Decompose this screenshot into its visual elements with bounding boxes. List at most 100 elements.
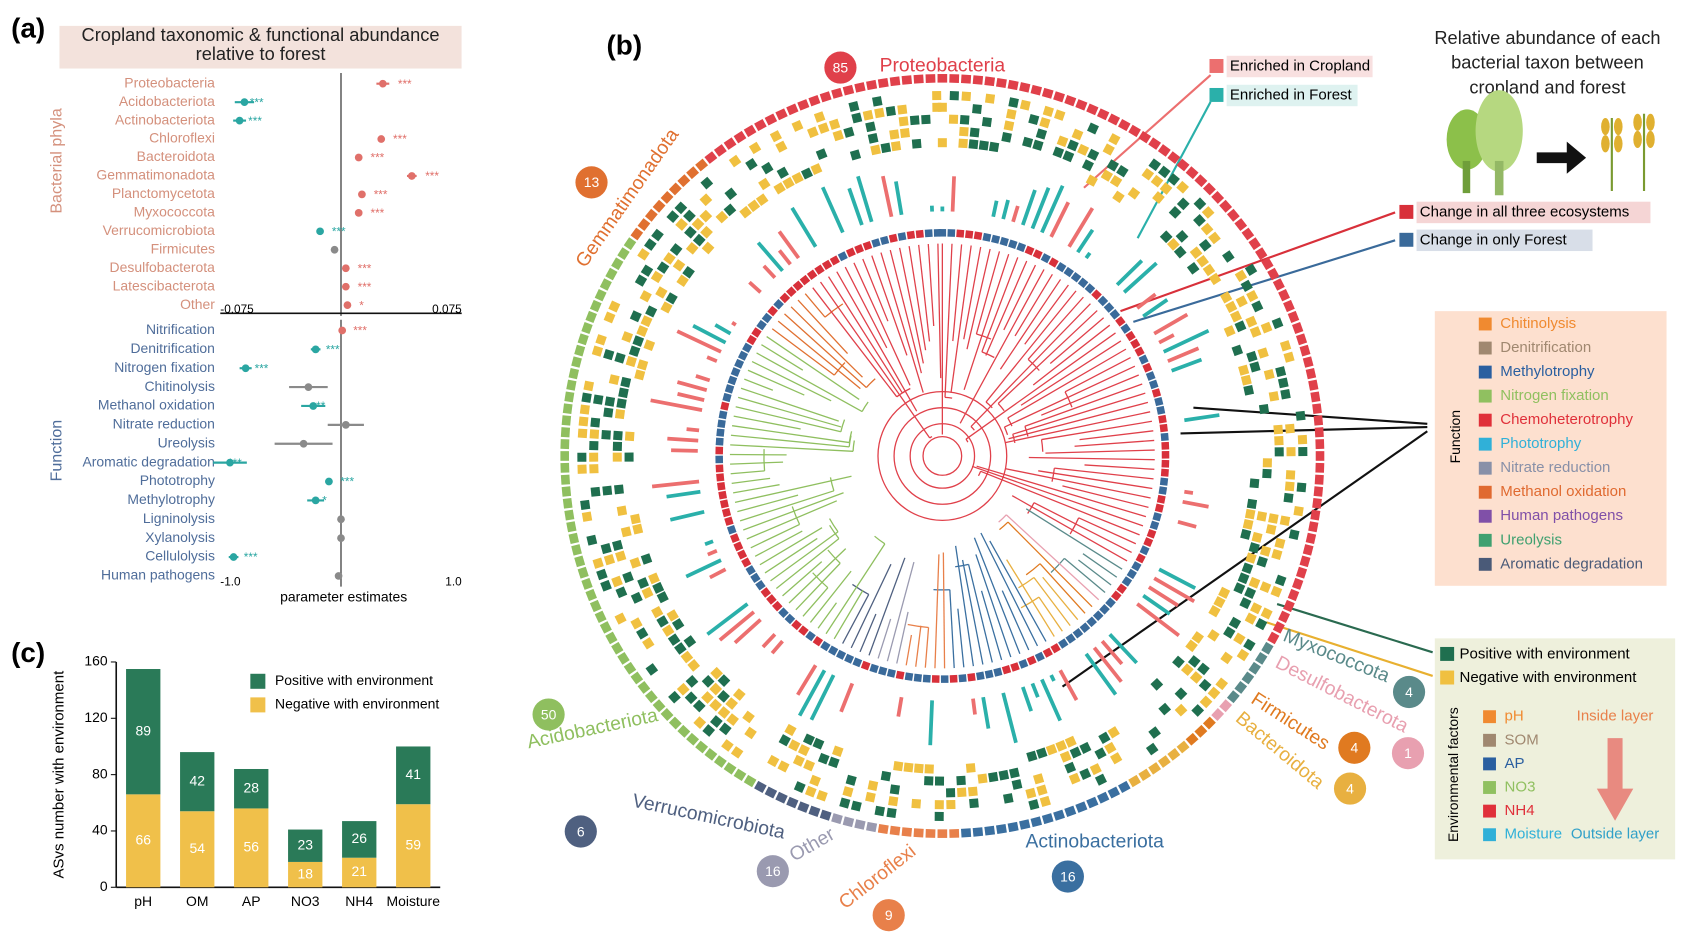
phylum-ring-cell [765, 113, 778, 125]
phylum-ring-cell [704, 748, 717, 761]
tree-branch [1040, 564, 1085, 614]
heat-cell [1243, 519, 1254, 530]
tree-branch [818, 603, 836, 629]
heat-cell [1112, 191, 1125, 204]
change-cell [761, 587, 772, 598]
phylum-ring-cell [797, 99, 809, 111]
heat-cell [617, 506, 627, 516]
heat-cell [1208, 687, 1221, 700]
change-cell [813, 636, 823, 646]
estimate-point [344, 301, 352, 309]
heat-cell [644, 238, 657, 251]
change-cell [923, 675, 931, 683]
heat-cell [629, 345, 640, 356]
heat-cell [911, 799, 921, 809]
tree-arc [930, 437, 932, 438]
tree-branch [744, 379, 773, 390]
y-tick-label: 0 [100, 878, 108, 894]
heat-cell [1272, 317, 1284, 329]
phylum-ring-cell [645, 690, 658, 703]
tree-branch [981, 533, 1038, 646]
tree-arc [982, 352, 994, 358]
heat-cell [632, 335, 644, 347]
change-cell [1134, 346, 1144, 356]
abundance-bar [677, 382, 706, 390]
phylum-count: 9 [885, 907, 893, 923]
change-cell [985, 670, 994, 679]
heat-cell [798, 744, 810, 756]
y-tick-label: 120 [84, 709, 108, 725]
heat-cell [1233, 632, 1245, 644]
phylum-count: 16 [1060, 868, 1076, 884]
heat-cell [1177, 198, 1190, 211]
legend-label: Positive with environment [275, 672, 433, 688]
heat-cell [1230, 311, 1242, 323]
heat-cell [625, 453, 634, 462]
tree-arc [764, 449, 765, 471]
change-cell [925, 229, 933, 237]
phylum-count: 4 [1350, 740, 1358, 756]
heat-cell [1257, 556, 1268, 567]
heat-cell [1250, 478, 1260, 488]
heat-cell [1067, 140, 1079, 152]
phylum-ring-cell [1086, 797, 1098, 809]
heat-cell [999, 770, 1010, 781]
phylum-ring-cell [1194, 174, 1207, 187]
abundance-bar [1168, 348, 1199, 361]
legend-label: pH [1505, 708, 1524, 725]
heat-cell [1098, 732, 1110, 744]
heat-cell [670, 243, 683, 256]
tree-branch [740, 491, 834, 521]
change-cell [717, 482, 725, 490]
legend-label: Negative with environment [1459, 669, 1637, 686]
heat-cell [630, 514, 641, 525]
phylum-ring-cell [1292, 578, 1303, 590]
heat-cell [1172, 656, 1185, 669]
tree-branch [1038, 471, 1152, 489]
legend-label: NO3 [1505, 778, 1536, 795]
heat-cell [1150, 678, 1163, 691]
heat-cell [1213, 596, 1225, 608]
heat-cell [839, 797, 850, 808]
heat-cell [651, 606, 663, 618]
phylum-ring-cell [1315, 475, 1324, 485]
significance: *** [398, 77, 412, 91]
phylum-count: 50 [541, 706, 557, 722]
change-cell [733, 541, 743, 551]
phylum-ring-cell [1310, 510, 1320, 521]
heat-cell [618, 388, 629, 399]
heat-cell [851, 112, 862, 123]
heat-cell [832, 746, 844, 758]
change-cell [991, 235, 1000, 244]
heat-cell [642, 637, 654, 649]
heat-cell [719, 723, 732, 736]
heat-cell [1094, 747, 1106, 759]
heat-cell [1251, 300, 1263, 312]
tree-branch [798, 300, 848, 353]
heat-cell [899, 116, 909, 126]
phylum-count: 85 [833, 59, 849, 75]
value-label: 41 [405, 766, 421, 782]
heat-cell [968, 787, 978, 797]
heat-cell [1107, 726, 1119, 738]
tree-branch [743, 493, 843, 530]
tree-branch [950, 590, 954, 668]
phylum-ring-cell [645, 209, 658, 222]
heat-cell [1104, 742, 1116, 754]
heat-cell [775, 141, 787, 153]
phylum-ring-cell [569, 368, 579, 379]
heat-cell [611, 576, 623, 588]
tree-branch [1045, 450, 1154, 453]
heat-cell [1108, 133, 1120, 145]
heat-cell [590, 429, 600, 439]
change-cell [838, 251, 848, 261]
change-cell [756, 320, 766, 330]
tree-branch [1034, 578, 1070, 626]
heat-cell [925, 764, 934, 773]
tree-branch [1080, 431, 1154, 440]
tree-branch [951, 246, 971, 393]
phylum-ring-cell [1300, 556, 1311, 568]
abundance-bar [671, 450, 698, 451]
phylum-ring-cell [605, 632, 617, 645]
heat-cell [580, 500, 590, 510]
